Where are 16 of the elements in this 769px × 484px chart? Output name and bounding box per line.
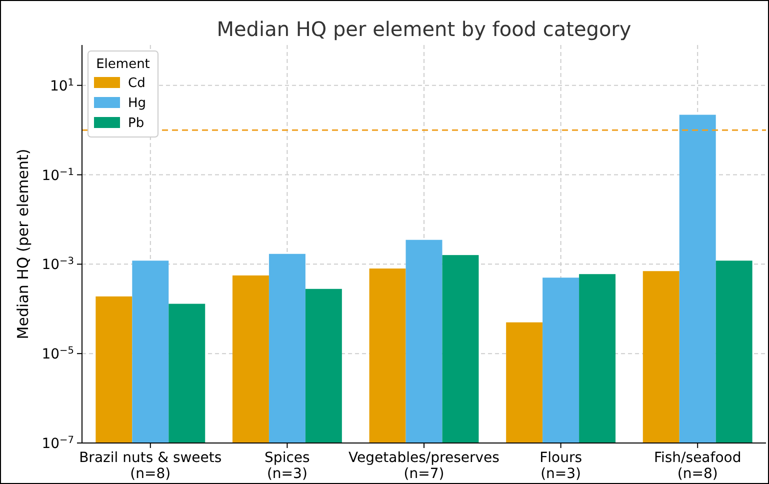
legend-label: Cd — [128, 76, 146, 91]
x-tick-label: Fish/seafood (n=8) — [654, 450, 742, 482]
x-tick-label: Brazil nuts & sweets (n=8) — [79, 450, 222, 482]
y-tick-label: 10$^{1}$ — [50, 76, 74, 94]
y-tick-label: 10$^{−5}$ — [42, 345, 74, 363]
y-axis-title: Median HQ (per element) — [14, 148, 32, 340]
legend-title: Element — [96, 57, 150, 72]
y-tick-label: 10$^{−1}$ — [42, 166, 74, 184]
legend-label: Hg — [128, 96, 146, 111]
y-tick-label: 10$^{−3}$ — [42, 256, 74, 274]
x-tick-label: Spices (n=3) — [264, 450, 310, 482]
y-tick-label: 10$^{−7}$ — [42, 434, 74, 452]
x-tick-label: Flours (n=3) — [540, 450, 582, 482]
x-tick-label: Vegetables/preserves (n=7) — [348, 450, 500, 482]
legend-label: Pb — [128, 116, 144, 131]
chart-title: Median HQ per element by food category — [216, 17, 632, 41]
